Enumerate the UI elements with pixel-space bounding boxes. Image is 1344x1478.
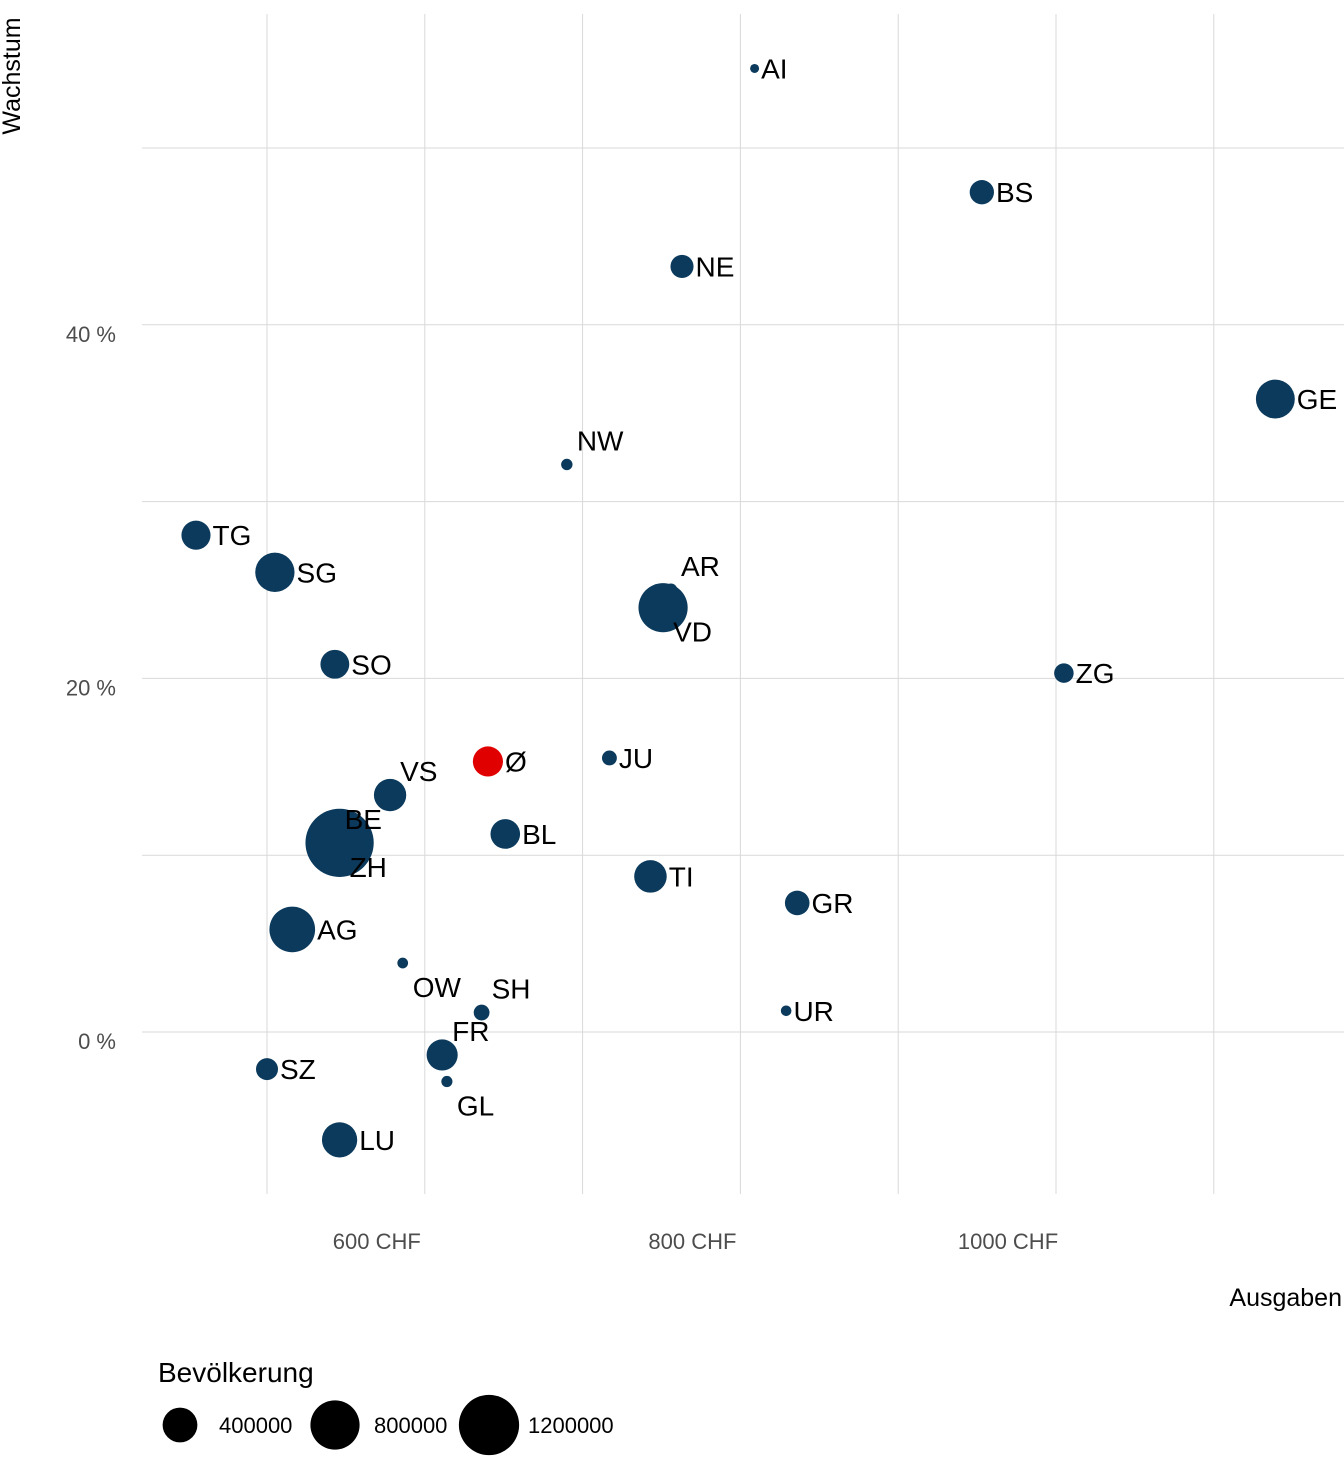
legend-key-400000 [162,1407,198,1443]
axis-labels: Ausgaben Wachstum 600 CHF 800 CHF 1000 CHF… [0,17,1342,1312]
data-point-ow [397,957,409,969]
data-point-ne [670,254,694,278]
point-label-tg: TG [213,520,252,551]
point-label-zg: ZG [1076,658,1115,689]
data-point-be [311,814,368,871]
point-label-so: SO [351,649,391,680]
data-point-ur [780,1005,792,1017]
point-label-ar: AR [681,551,720,582]
data-point-gr [784,890,810,916]
point-label-sz: SZ [280,1054,316,1085]
y-tick-label: 20 % [66,675,116,700]
point-label-ow: OW [413,972,462,1003]
data-point-sg [255,552,295,592]
data-point-bl [490,819,521,849]
point-label-average: Ø [505,746,527,777]
x-tick-label: 1000 CHF [958,1229,1058,1254]
legend-label-400000: 400000 [219,1413,292,1438]
legend-key-800000 [310,1400,360,1450]
data-point-vs [373,778,407,812]
legend-label-1200000: 1200000 [528,1413,614,1438]
data-point-gl [441,1075,453,1088]
y-tick-label: 0 % [78,1029,116,1054]
point-label-fr: FR [452,1016,489,1047]
point-label-sg: SG [297,557,337,588]
y-axis-title: Wachstum [0,17,26,134]
point-label-ne: NE [696,251,735,282]
legend-key-1200000 [458,1394,520,1456]
data-point-ge [1255,379,1295,419]
point-label-bl: BL [522,819,556,850]
data-point-zg [1054,663,1074,683]
y-tick-label: 40 % [66,322,116,347]
legend-label-800000: 800000 [374,1413,447,1438]
point-label-ju: JU [619,743,653,774]
point-label-ai: AI [761,53,787,84]
data-point-so [320,649,350,679]
point-label-gr: GR [812,888,854,919]
data-point-bs [969,180,994,205]
data-points [181,63,1295,1158]
point-label-nw: NW [577,425,624,456]
data-point-lu [321,1122,358,1158]
point-label-ge: GE [1297,384,1337,415]
point-label-zh: ZH [350,852,387,883]
point-label-ur: UR [793,996,833,1027]
point-labels: AI BS NE GE NW TG SG AR VD SO ZG Ø JU VS BE ZH BL TI GR AG O… [213,53,1338,1155]
data-point-ag [269,906,316,953]
size-legend: Bevölkerung 400000 800000 1200000 [158,1357,614,1456]
data-point-nw [561,458,573,471]
point-label-ti: TI [669,861,694,892]
grid-lines [142,14,1344,1194]
data-point-ju [601,750,617,766]
point-label-bs: BS [996,177,1033,208]
point-label-lu: LU [359,1125,395,1156]
point-label-be: BE [345,804,382,835]
point-label-vs: VS [400,756,437,787]
x-tick-label: 800 CHF [648,1229,736,1254]
data-point-average [472,746,503,777]
data-point-sh [473,1004,490,1021]
x-axis-title: Ausgaben [1229,1284,1342,1312]
point-label-ag: AG [317,914,357,945]
data-point-vd [638,583,688,633]
point-label-gl: GL [457,1091,494,1122]
data-point-tg [181,520,211,550]
point-label-sh: SH [492,974,531,1005]
data-point-sz [256,1058,278,1081]
legend-title: Bevölkerung [158,1357,314,1388]
data-point-ai [750,63,760,73]
data-point-fr [426,1039,458,1071]
data-point-ti [634,860,667,893]
x-tick-label: 600 CHF [333,1229,421,1254]
point-label-vd: VD [673,617,712,648]
data-point-ar [664,583,678,597]
